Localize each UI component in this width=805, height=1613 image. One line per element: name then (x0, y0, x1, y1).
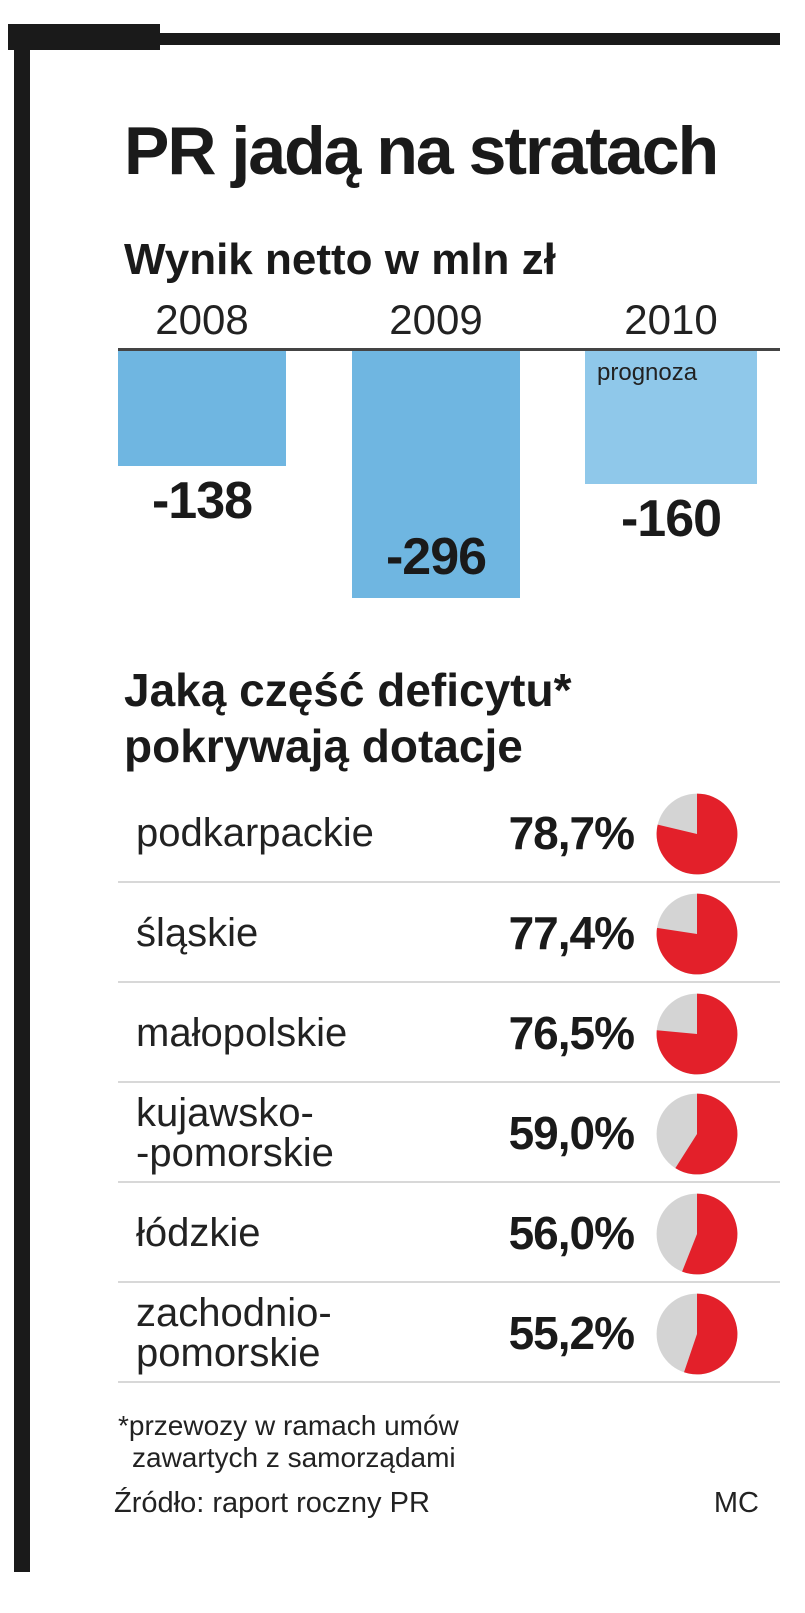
bar (585, 351, 757, 485)
bar-chart-baseline (118, 348, 780, 351)
row-divider (118, 1081, 780, 1083)
frame-top-bar-thin (160, 33, 780, 45)
list-item: zachodnio-pomorskie 55,2% (118, 1283, 780, 1383)
bar (352, 351, 520, 598)
region-label-line: śląskie (136, 911, 259, 955)
pie-section-title: Jaką część deficytu* pokrywają dotacje (124, 662, 784, 774)
bar-value-label: -296 (385, 527, 487, 586)
row-divider (118, 1181, 780, 1183)
row-divider (118, 1381, 780, 1383)
region-label-lines: małopolskie (136, 1013, 347, 1053)
region-label-line: kujawsko- (136, 1091, 314, 1135)
footnote: *przewozy w ramach umów zawartych z samo… (118, 1410, 718, 1474)
frame-top-bar-thick (8, 24, 160, 50)
bar-year-label: 2008 (155, 296, 249, 343)
pie-covered-slice (656, 893, 738, 975)
percentage-value: 78,7% (508, 807, 635, 859)
region-label: kujawsko- -pomorskie (136, 1083, 466, 1183)
pie-covered-slice (656, 993, 738, 1075)
bar-value-label: -138 (151, 472, 253, 530)
row-divider (118, 881, 780, 883)
pie-covered-slice (684, 1293, 738, 1375)
pie-section-title-text: Jaką część deficytu* pokrywają dotacje (124, 662, 784, 774)
list-item: małopolskie 76,5% (118, 983, 780, 1083)
bar-year-label: 2010 (624, 296, 718, 343)
row-divider (118, 981, 780, 983)
region-label-lines: podkarpackie (136, 813, 374, 853)
region-label-lines: zachodnio-pomorskie (136, 1293, 332, 1373)
pie-covered-slice (682, 1193, 738, 1275)
percentage-value: 77,4% (508, 907, 635, 959)
pie-chart-icon (656, 1093, 738, 1175)
region-label-line: małopolskie (136, 1011, 348, 1055)
pie-chart-icon (656, 1193, 738, 1275)
region-label-line: zachodnio- (136, 1291, 332, 1335)
list-item: kujawsko- -pomorskie 59,0% (118, 1083, 780, 1183)
region-label-line: -pomorskie (136, 1131, 334, 1175)
region-label: śląskie (136, 883, 466, 983)
bar-note-label: prognoza (597, 359, 698, 386)
region-label-line: podkarpackie (136, 811, 374, 855)
author-label: MC (713, 1487, 759, 1519)
list-item: śląskie 77,4% (118, 883, 780, 983)
page-title: PR jadą na stratach (124, 113, 719, 189)
region-label: zachodnio-pomorskie (136, 1283, 466, 1383)
list-item: podkarpackie 78,7% (118, 783, 780, 883)
region-label-lines: śląskie (136, 913, 258, 953)
percentage-value: 59,0% (508, 1107, 635, 1159)
region-label: łódzkie (136, 1183, 466, 1283)
region-label-line: łódzkie (136, 1211, 261, 1255)
region-label-lines: kujawsko- -pomorskie (136, 1093, 334, 1173)
bar-value-label: -160 (620, 490, 722, 549)
region-label-lines: łódzkie (136, 1213, 261, 1253)
pie-section-title-line: Jaką część deficytu* (124, 664, 572, 716)
frame-left-bar (14, 24, 30, 1572)
list-item: łódzkie 56,0% (118, 1183, 780, 1283)
bar-chart-title: Wynik netto w mln zł (124, 235, 556, 284)
row-divider (118, 1281, 780, 1283)
source-label: Źródło: raport roczny PR (114, 1487, 430, 1519)
bar-year-label: 2009 (389, 296, 483, 343)
bar (118, 351, 286, 466)
pie-chart-icon (656, 993, 738, 1075)
region-label-line: pomorskie (136, 1331, 321, 1375)
percentage-value: 55,2% (508, 1307, 635, 1359)
region-label: podkarpackie (136, 783, 466, 883)
pie-chart-icon (656, 893, 738, 975)
percentage-value: 76,5% (508, 1007, 635, 1059)
pie-covered-slice (675, 1093, 738, 1175)
pie-section-title-line: pokrywają dotacje (124, 720, 523, 772)
footnote-line-1: *przewozy w ramach umów (118, 1410, 459, 1441)
pie-covered-slice (656, 793, 738, 875)
percentage-value: 56,0% (508, 1207, 635, 1259)
region-label: małopolskie (136, 983, 466, 1083)
footnote-line-2: zawartych z samorządami (132, 1442, 456, 1473)
pie-chart-icon (656, 1293, 738, 1375)
pie-chart-icon (656, 793, 738, 875)
